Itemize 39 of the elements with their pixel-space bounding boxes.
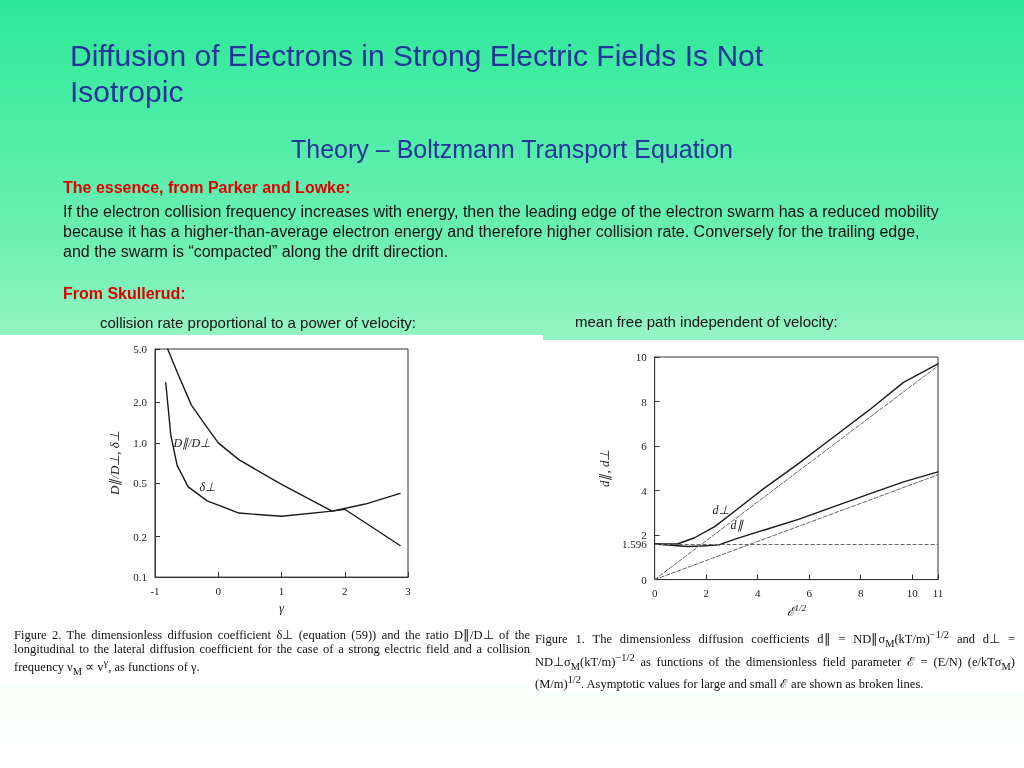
text: Diffusion of Electrons in Strong Electric Fields Is Not Isotropic bbox=[70, 38, 765, 110]
y-tick-label: 4 bbox=[641, 484, 648, 497]
series-label: D∥/D⊥ bbox=[172, 435, 211, 450]
text: The essence, from Parker and Lowke: bbox=[63, 179, 351, 197]
x-axis-title: γ bbox=[278, 600, 285, 615]
y-tick-label: 8 bbox=[641, 395, 648, 408]
chart-title: mean free path independent of velocity: bbox=[575, 313, 838, 330]
x-tick-label: 2 bbox=[703, 587, 709, 600]
y-tick-label: 0.5 bbox=[133, 477, 148, 490]
x-tick-label: 10 bbox=[906, 587, 919, 600]
x-tick-label: 11 bbox=[932, 587, 944, 600]
x-tick-label: 2 bbox=[342, 584, 348, 597]
x-tick-label: 3 bbox=[405, 584, 412, 597]
y-tick-label: 6 bbox=[641, 440, 648, 453]
y-tick-label: 5.0 bbox=[133, 343, 148, 355]
y-axis-title: D∥/D⊥, δ⊥ bbox=[107, 431, 122, 497]
y-axis-title: d∥, d⊥ bbox=[597, 449, 612, 488]
text: Theory – Boltzmann Transport Equation bbox=[290, 135, 734, 164]
x-tick-label: 1 bbox=[278, 584, 285, 597]
caption: Figure 2. The dimensionless diffusion coefficient δ⊥ (equation (59)) and the ratio D∥/D⊥ of the longitudinal to the lateral diffusion coefficient for the case of a strong electric field and a collision frequency ν$_{M}$ ∝ v$^{γ}$, as functions of γ. bbox=[14, 628, 530, 679]
y-tick-label: 0.2 bbox=[133, 530, 147, 543]
y-tick-label: 1.0 bbox=[133, 436, 148, 449]
series-label: d⊥ bbox=[712, 502, 729, 517]
y-tick-label: 10 bbox=[635, 351, 648, 363]
x-tick-label: 4 bbox=[754, 587, 761, 600]
x-tick-label: -1 bbox=[150, 584, 160, 597]
x-tick-label: 6 bbox=[806, 587, 813, 600]
y-tick-label: 0 bbox=[641, 573, 648, 586]
y-tick-label: 2.0 bbox=[133, 396, 148, 409]
y-tick-label: 0.1 bbox=[133, 571, 147, 584]
x-tick-label: 0 bbox=[215, 584, 222, 597]
series-label: δ⊥ bbox=[199, 479, 215, 494]
x-tick-label: 8 bbox=[857, 587, 864, 600]
chart-title: collision rate proportional to a power of velocity: bbox=[100, 314, 416, 331]
x-tick-label: 0 bbox=[651, 587, 658, 600]
text: If the electron collision frequency increases with energy, then the leading edge of the electron swarm has a reduced mobility because it has a higher-than-average electron energy and therefore higher collision rate. Conversely for the trailing edge, and the swarm is “compacted” along the drift direction. bbox=[63, 202, 940, 262]
text: From Skullerud: bbox=[63, 285, 186, 303]
text: Figure 1. The dimensionless diffusion coefficients d∥ = ND∥σ$_{M}$(kT/m)$^{−1/2}$ and d⊥ = ND⊥σ$_{M}$(kT/m)$^{−1/2}$ as functions of the dimensionless field parameter ℰ = (E/N) (e/kTσ$_{M}$) (M/m)$^{1/2}$. Asymptotic values for large and small ℰ are shown as broken lines. bbox=[535, 629, 1015, 692]
series-label: d∥ bbox=[730, 517, 744, 532]
